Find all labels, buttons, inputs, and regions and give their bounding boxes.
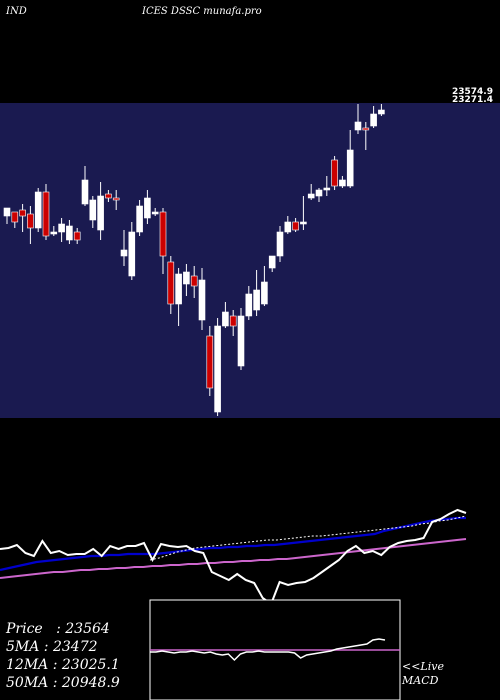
candle-body [237,315,245,367]
candle-body [206,335,214,389]
macd-label: <<Live MACD [402,660,444,688]
candle-body [19,209,26,217]
ma-fast-line [0,516,466,572]
candle-body [339,179,346,187]
stat-12ma: 12MA : 23025.1 [6,657,120,673]
candle-body [34,191,42,229]
candle-body [175,273,182,305]
candle-body [81,179,89,205]
macd-line [150,638,386,662]
candle-body [292,221,299,231]
candle-body [300,221,307,225]
stat-50ma: 50MA : 20948.9 [6,675,120,691]
candle-body [27,213,34,229]
chart-title-left: IND [6,6,27,17]
price-line [0,508,467,606]
candle-body [120,249,128,257]
price-tag-low: 23271.4 [452,95,493,105]
candle-body [276,231,284,257]
candle-body [253,289,260,311]
stat-price-value: 23564 [65,621,110,637]
macd-label-title: MACD [402,674,439,687]
stat-50ma-value: 20948.9 [61,675,120,691]
candle-body [112,197,120,201]
macd-label-live: <<Live [402,660,444,673]
chart-title-center: ICES DSSC munafa.pro [142,6,262,17]
candle-body [128,231,136,277]
candle-body [261,281,268,305]
candle-body [151,211,159,215]
candle-body [167,261,175,305]
candle-body [315,189,323,197]
candlestick-panel [0,103,500,418]
candle-body [159,211,167,257]
candle-body [105,193,112,199]
stats-block: Price : 23564 5MA : 23472 12MA : 23025.1… [6,620,120,692]
candle-body [214,325,221,413]
candle-body [190,275,198,287]
stat-5ma-label: 5MA [6,639,40,655]
price-tag-high: 23574.9 [452,87,493,97]
candle-body [50,231,58,235]
candle-body [284,221,292,233]
candle-body [183,271,190,285]
candle-body [198,279,206,321]
candle-body [245,293,253,317]
candle-body [346,149,354,187]
candle-body [136,205,143,233]
stat-12ma-value: 23025.1 [61,657,120,673]
candle-body [11,211,19,223]
candle-body [268,255,276,269]
stat-5ma: 5MA : 23472 [6,639,98,655]
candle-body [144,197,151,219]
candle-body [58,223,65,233]
candle-body [3,207,11,217]
stat-price: Price : 23564 [6,621,110,637]
candle-body [42,191,50,237]
stat-12ma-label: 12MA [6,657,49,673]
ma-dotted-line [149,515,467,561]
stat-price-label: Price [6,621,43,637]
candle-body [331,159,338,187]
price-tags: 23574.9 23271.4 [452,87,493,105]
candle-body [362,127,370,131]
candle-body [354,121,362,131]
candle-body [307,193,315,199]
candle-body [323,187,331,191]
candle-body [229,315,237,327]
candle-body [378,109,385,115]
candle-body [370,113,377,127]
stat-50ma-label: 50MA [6,675,49,691]
candle-body [73,231,81,241]
candle-body [89,199,97,221]
stat-5ma-value: 23472 [52,639,98,655]
candle-body [66,225,73,241]
candle-body [222,311,229,327]
candle-body [97,195,104,231]
